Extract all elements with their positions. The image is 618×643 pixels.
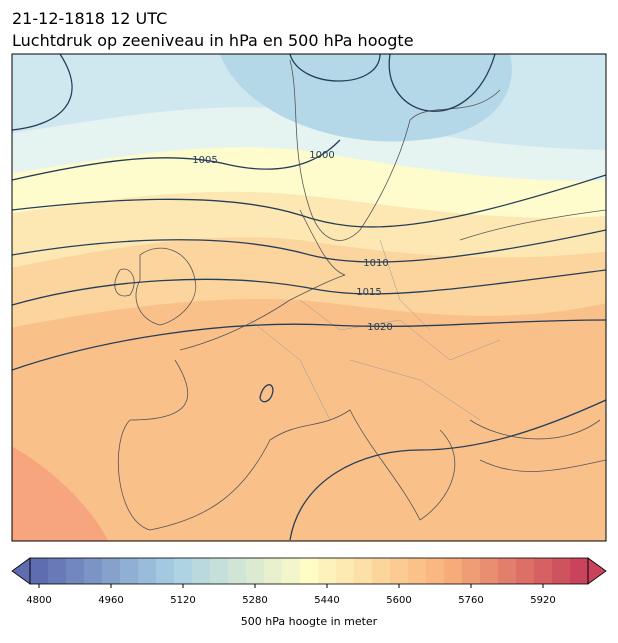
colorbar-bin [30,558,49,584]
isobar [12,229,606,263]
isobar [12,269,606,306]
isobar [259,384,274,403]
colorbar-tick-label: 5600 [386,595,411,606]
isobar-label: 1010 [363,258,388,269]
colorbar-tick-label: 5760 [458,595,483,606]
map: 1005 1000 1010 1015 1020 [12,54,606,541]
colorbar-bin [480,558,499,584]
colorbar-bin [300,558,319,584]
colorbar-bin [48,558,67,584]
colorbar-frame [29,557,589,585]
colorbar-bin [66,558,85,584]
isobar [289,399,606,541]
colorbar-bin [426,558,445,584]
colorbar-label: 500 hPa hoogte in meter [241,615,378,628]
isobar [12,174,606,228]
subtitle: Luchtdruk op zeeniveau in hPa en 500 hPa… [12,31,414,50]
title: 21-12-1818 12 UTC [12,9,167,28]
colorbar-bin [318,558,337,584]
map-frame [11,53,607,542]
colorbar: 4800 4960 5120 5280 5440 5600 5760 5920 [11,557,607,606]
colorbar-bin [570,558,589,584]
colorbar-bin [210,558,229,584]
colorbar-bin [552,558,571,584]
colorbar-extend [587,557,607,585]
colorbar-bin [444,558,463,584]
colorbar-bin [408,558,427,584]
colorbar-bin [498,558,517,584]
colorbar-tick-label: 5920 [530,595,555,606]
isobar [12,139,341,181]
colorbar-bin [534,558,553,584]
isobar-label: 1005 [192,155,217,166]
colorbar-tick-label: 4800 [26,595,51,606]
colorbar-tick-label: 5280 [242,595,267,606]
isobar [12,54,496,131]
colorbar-bin [264,558,283,584]
colorbar-bin [138,558,157,584]
isobar-label: 1015 [356,287,381,298]
colorbar-bin [120,558,139,584]
colorbar-bin [84,558,103,584]
isobar [12,319,606,371]
colorbar-bin [156,558,175,584]
colorbar-bin [102,558,121,584]
colorbar-tick-label: 4960 [98,595,123,606]
colorbar-bin [390,558,409,584]
colorbar-bin [462,558,481,584]
colorbar-bin [354,558,373,584]
coastlines [114,59,606,531]
colorbar-bin [174,558,193,584]
colorbar-tick-label: 5440 [314,595,339,606]
colorbar-bin [192,558,211,584]
colorbar-bin [246,558,265,584]
colorbar-bin [336,558,355,584]
colorbar-bin [372,558,391,584]
isobar-label: 1000 [309,150,334,161]
colorbar-tick-label: 5120 [170,595,195,606]
colorbar-bin [516,558,535,584]
colorbar-bin [228,558,247,584]
colorbar-extend [11,557,31,585]
isobar-label: 1020 [367,322,392,333]
borders [249,239,501,421]
colorbar-bin [282,558,301,584]
field-band [12,446,109,541]
